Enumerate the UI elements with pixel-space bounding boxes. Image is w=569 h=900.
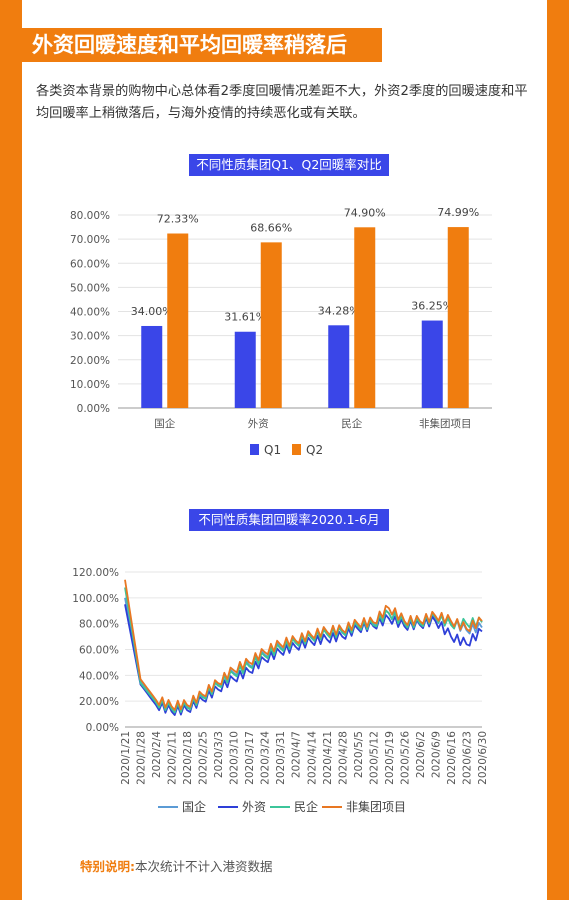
bar-chart-title: 不同性质集团Q1、Q2回暖率对比 — [189, 154, 389, 176]
x-tick-label: 2020/5/12 — [368, 731, 380, 785]
y-tick-label: 10.00% — [70, 379, 110, 391]
x-tick-label: 外资 — [248, 418, 269, 430]
right-accent-bar — [547, 0, 569, 900]
bar-q2 — [167, 233, 189, 408]
line-chart-title: 不同性质集团回暖率2020.1-6月 — [189, 509, 389, 531]
x-tick-label: 2020/2/4 — [151, 731, 163, 778]
x-tick-label: 民企 — [341, 417, 362, 430]
x-tick-label: 2020/3/24 — [260, 731, 272, 785]
x-tick-label: 2020/4/7 — [291, 731, 303, 778]
bar-q1 — [141, 325, 163, 408]
y-tick-label: 40.00% — [79, 670, 119, 682]
x-tick-label: 2020/3/31 — [275, 731, 287, 785]
x-tick-label: 2020/5/26 — [399, 731, 411, 785]
x-tick-label: 2020/6/23 — [461, 731, 473, 785]
y-tick-label: 120.00% — [72, 567, 119, 579]
bar-q1 — [421, 320, 443, 408]
series-line-2 — [124, 587, 483, 714]
x-tick-label: 非集团项目 — [419, 417, 472, 430]
x-tick-label: 2020/4/21 — [322, 731, 334, 785]
x-tick-label: 2020/6/30 — [477, 731, 489, 785]
y-tick-label: 60.00% — [79, 645, 119, 657]
bar-q2 — [354, 227, 376, 408]
legend-swatch — [292, 444, 301, 455]
x-tick-label: 2020/3/17 — [244, 731, 256, 785]
legend-label: 非集团项目 — [346, 799, 406, 814]
y-tick-label: 0.00% — [77, 403, 110, 415]
data-label: 34.00% — [131, 305, 173, 318]
data-label: 74.90% — [344, 206, 386, 219]
x-tick-label: 2020/4/14 — [306, 731, 318, 785]
bar-q2 — [447, 227, 469, 408]
x-tick-label: 2020/5/19 — [384, 731, 396, 785]
footnote: 特别说明:本次统计不计入港资数据 — [80, 856, 273, 875]
legend-label: 国企 — [182, 799, 206, 814]
bar-q1 — [328, 325, 350, 408]
y-tick-label: 80.00% — [79, 619, 119, 631]
data-label: 72.33% — [157, 213, 199, 226]
series-line-3 — [124, 579, 483, 711]
legend-label: Q2 — [306, 443, 323, 457]
line-chart: 0.00% 20.00% 40.00% 60.00% 80.00% 100.00% 120.… — [72, 567, 489, 814]
x-tick-label: 2020/1/28 — [136, 731, 148, 785]
data-label: 68.66% — [250, 221, 292, 234]
legend-label: 外资 — [242, 800, 266, 814]
bar-chart: 0.00% 10.00% 20.00% 30.00% 40.00% 50.00% 60.00… — [70, 206, 492, 457]
data-label: 36.25% — [411, 300, 453, 313]
bar-q1 — [234, 331, 256, 408]
x-tick-label: 2020/1/21 — [120, 731, 132, 785]
x-tick-label: 国企 — [154, 417, 175, 430]
intro-paragraph: 各类资本背景的购物中心总体看2季度回暖情况差距不大，外资2季度的回暖速度和平均回… — [36, 84, 528, 121]
page-title: 外资回暖速度和平均回暖率稍落后 — [22, 28, 382, 62]
x-tick-label: 2020/2/11 — [167, 731, 179, 785]
x-tick-label: 2020/6/2 — [415, 731, 427, 778]
x-tick-label: 2020/5/5 — [353, 731, 365, 778]
y-tick-label: 0.00% — [86, 722, 119, 734]
series-line-1 — [124, 604, 483, 716]
data-label: 31.61% — [224, 311, 266, 324]
data-label: 74.99% — [437, 206, 479, 219]
y-tick-label: 20.00% — [79, 696, 119, 708]
left-accent-bar — [0, 0, 22, 900]
x-tick-label: 2020/4/28 — [337, 731, 349, 785]
x-tick-label: 2020/3/10 — [229, 731, 241, 785]
y-tick-label: 20.00% — [70, 355, 110, 367]
legend-label: Q1 — [264, 443, 281, 457]
x-tick-label: 2020/3/3 — [213, 731, 225, 778]
y-tick-label: 30.00% — [70, 331, 110, 343]
x-tick-label: 2020/6/9 — [430, 731, 442, 778]
x-tick-label: 2020/2/25 — [198, 731, 210, 785]
bar-q2 — [260, 242, 282, 408]
footnote-text: 本次统计不计入港资数据 — [135, 859, 273, 874]
y-tick-label: 50.00% — [70, 282, 110, 294]
legend-swatch — [250, 444, 259, 455]
data-label: 34.28% — [318, 304, 360, 317]
series-line-0 — [124, 597, 483, 713]
y-tick-label: 100.00% — [72, 593, 119, 605]
legend-label: 民企 — [294, 799, 318, 814]
y-tick-label: 70.00% — [70, 234, 110, 246]
footnote-label: 特别说明: — [80, 859, 135, 874]
y-tick-label: 60.00% — [70, 258, 110, 270]
x-tick-label: 2020/6/16 — [446, 731, 458, 785]
y-tick-label: 40.00% — [70, 307, 110, 319]
y-tick-label: 80.00% — [70, 210, 110, 222]
x-tick-label: 2020/2/18 — [182, 731, 194, 785]
